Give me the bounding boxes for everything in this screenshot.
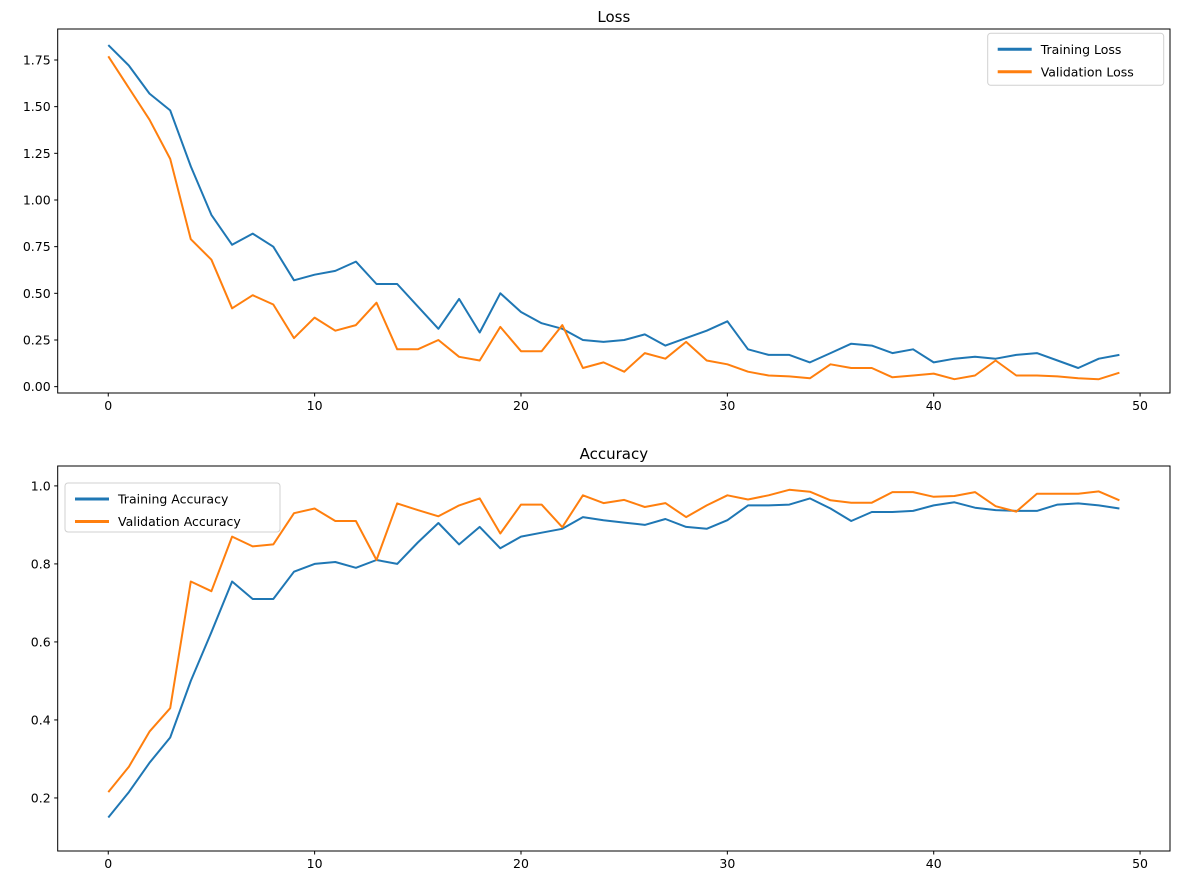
loss-x-tick-label: 40 [926,398,942,413]
loss-y-tick-label: 0.75 [23,239,51,254]
accuracy-y-tick-label: 0.6 [31,634,51,649]
accuracy-y-tick-label: 0.4 [31,712,51,727]
loss-axes-spines [57,28,1171,394]
accuracy-y-tick-label: 0.2 [31,790,51,805]
accuracy-plot-title: Accuracy [580,445,649,463]
loss-plot-title: Loss [597,8,630,26]
accuracy-x-tick-label: 30 [719,856,735,871]
accuracy-x-tick-label: 0 [104,856,112,871]
loss-legend-label: Training Loss [1040,42,1122,57]
accuracy-x-tick-label: 10 [307,856,323,871]
loss-legend-label: Validation Loss [1041,64,1134,79]
loss-y-tick-label: 0.50 [23,286,51,301]
loss-y-tick-label: 0.00 [23,379,51,394]
accuracy-y-tick-label: 1.0 [31,478,51,493]
loss-x-tick-label: 30 [719,398,735,413]
loss-x-tick-label: 0 [104,398,112,413]
training-accuracy-line [107,497,1120,819]
accuracy-legend-box [64,482,281,533]
accuracy-legend-label: Training Accuracy [117,492,229,507]
loss-x-tick-label: 10 [307,398,323,413]
training-loss-line [107,44,1120,369]
loss-y-tick-label: 1.25 [23,146,51,161]
validation-accuracy-line [107,488,1120,793]
loss-y-tick-label: 1.75 [23,52,51,67]
loss-y-tick-label: 1.50 [23,99,51,114]
loss-y-tick-label: 1.00 [23,192,51,207]
validation-loss-line [107,55,1120,381]
accuracy-x-tick-label: 20 [513,856,529,871]
loss-x-tick-label: 20 [513,398,529,413]
accuracy-axes-spines [57,465,1171,852]
loss-y-tick-label: 0.25 [23,332,51,347]
accuracy-legend-label: Validation Accuracy [118,514,241,529]
accuracy-y-tick-label: 0.8 [31,556,51,571]
loss-x-tick-label: 50 [1132,398,1148,413]
accuracy-x-tick-label: 40 [926,856,942,871]
accuracy-x-tick-label: 50 [1132,856,1148,871]
